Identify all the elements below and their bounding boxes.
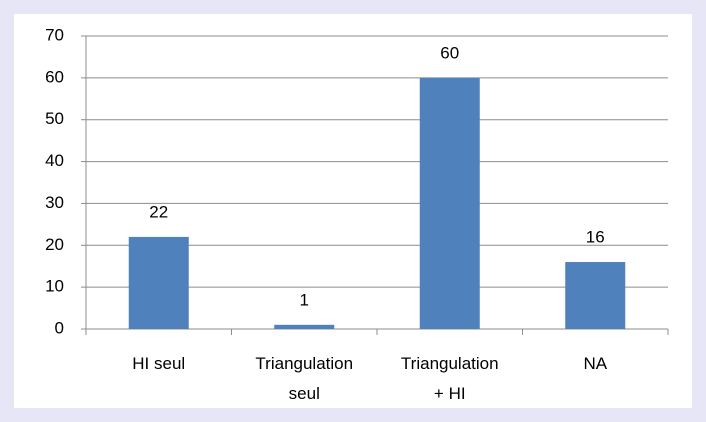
- data-label: 1: [300, 290, 309, 309]
- bar: [419, 77, 480, 329]
- x-tick-label: NA: [583, 354, 607, 373]
- y-tick-label: 40: [45, 151, 64, 170]
- data-label: 60: [440, 43, 459, 62]
- data-label: 16: [586, 228, 605, 247]
- x-tick-label: Triangulation seul: [255, 354, 353, 403]
- y-tick-label: 30: [45, 193, 64, 212]
- x-tick-label: Triangulation + HI: [401, 354, 499, 403]
- bar: [274, 324, 335, 329]
- bar: [128, 236, 189, 329]
- x-tick-label: HI seul: [132, 354, 185, 373]
- y-tick-label: 0: [55, 318, 64, 337]
- y-tick-label: 20: [45, 235, 64, 254]
- y-tick-label: 70: [45, 25, 64, 44]
- data-label: 22: [149, 202, 168, 221]
- y-tick-label: 50: [45, 109, 64, 128]
- bar: [565, 262, 626, 329]
- y-tick-label: 60: [45, 67, 64, 86]
- y-tick-label: 10: [45, 277, 64, 296]
- chart-area: [14, 14, 692, 408]
